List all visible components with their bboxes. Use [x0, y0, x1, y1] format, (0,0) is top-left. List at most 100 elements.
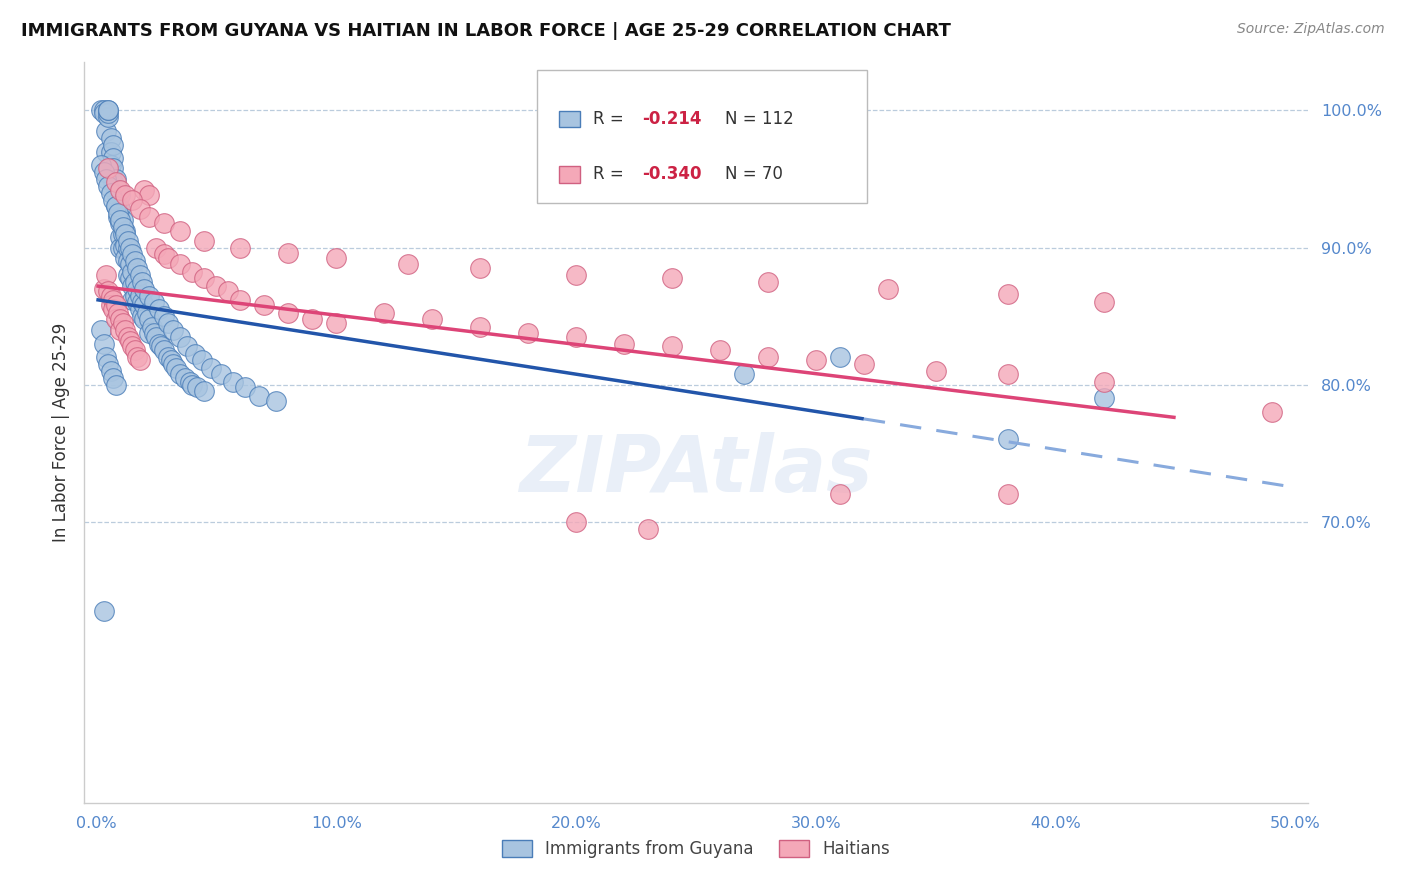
- Point: [1260, 405, 1282, 419]
- Point: [396, 257, 419, 271]
- Point: [107, 306, 129, 320]
- Point: [191, 353, 214, 368]
- Point: [209, 367, 232, 381]
- FancyBboxPatch shape: [560, 166, 581, 183]
- Point: [118, 240, 141, 255]
- Point: [135, 306, 157, 320]
- Point: [121, 293, 143, 307]
- Point: [94, 124, 117, 138]
- Point: [222, 375, 245, 389]
- Point: [93, 336, 115, 351]
- Point: [134, 311, 156, 326]
- Point: [138, 188, 160, 202]
- Point: [565, 329, 588, 343]
- Point: [90, 158, 112, 172]
- Point: [193, 270, 215, 285]
- Point: [169, 224, 191, 238]
- Point: [110, 213, 132, 227]
- Point: [94, 172, 117, 186]
- Point: [97, 178, 120, 193]
- Point: [131, 309, 153, 323]
- Point: [117, 329, 139, 343]
- Point: [277, 306, 299, 320]
- Point: [101, 137, 124, 152]
- Point: [152, 247, 174, 261]
- Point: [111, 219, 134, 234]
- Point: [1092, 295, 1115, 310]
- Text: Source: ZipAtlas.com: Source: ZipAtlas.com: [1237, 22, 1385, 37]
- Y-axis label: In Labor Force | Age 25-29: In Labor Force | Age 25-29: [52, 323, 70, 542]
- Point: [97, 106, 120, 120]
- Point: [127, 350, 149, 364]
- Point: [110, 188, 132, 202]
- Point: [193, 234, 215, 248]
- Point: [93, 604, 115, 618]
- Point: [804, 353, 827, 368]
- Point: [114, 188, 136, 202]
- Point: [756, 275, 779, 289]
- Point: [131, 275, 153, 289]
- Point: [217, 285, 239, 299]
- Point: [229, 240, 252, 255]
- Point: [613, 336, 636, 351]
- Point: [565, 515, 588, 529]
- Point: [756, 350, 779, 364]
- Point: [104, 199, 127, 213]
- Point: [186, 380, 208, 394]
- Point: [183, 347, 205, 361]
- Point: [565, 268, 588, 282]
- Point: [925, 364, 948, 378]
- Point: [200, 361, 222, 376]
- Point: [121, 265, 143, 279]
- Text: -0.340: -0.340: [641, 165, 702, 184]
- Point: [104, 311, 127, 326]
- Legend: Immigrants from Guyana, Haitians: Immigrants from Guyana, Haitians: [495, 833, 897, 865]
- Point: [142, 326, 165, 340]
- Point: [141, 320, 163, 334]
- Point: [114, 227, 136, 241]
- Text: R =: R =: [593, 110, 628, 128]
- Point: [97, 161, 120, 175]
- Point: [100, 288, 122, 302]
- Point: [517, 326, 540, 340]
- Text: -0.214: -0.214: [641, 110, 702, 128]
- Point: [127, 261, 149, 276]
- Point: [107, 211, 129, 225]
- Point: [468, 320, 491, 334]
- Point: [121, 247, 143, 261]
- Point: [118, 257, 141, 271]
- Point: [110, 183, 132, 197]
- Point: [709, 343, 731, 358]
- Point: [134, 282, 156, 296]
- Point: [229, 293, 252, 307]
- Point: [101, 193, 124, 207]
- Point: [997, 287, 1019, 301]
- Point: [93, 103, 115, 118]
- Point: [134, 183, 156, 197]
- Point: [107, 183, 129, 197]
- Point: [997, 433, 1019, 447]
- Point: [157, 316, 180, 330]
- Point: [111, 316, 134, 330]
- Point: [205, 279, 228, 293]
- Text: R =: R =: [593, 165, 628, 184]
- FancyBboxPatch shape: [537, 70, 868, 203]
- Point: [101, 371, 124, 385]
- Point: [661, 270, 683, 285]
- Point: [148, 336, 170, 351]
- Point: [852, 357, 875, 371]
- Point: [169, 329, 191, 343]
- Point: [111, 240, 134, 255]
- Point: [93, 282, 115, 296]
- Point: [145, 329, 167, 343]
- Point: [661, 339, 683, 353]
- Point: [104, 175, 127, 189]
- Point: [121, 339, 143, 353]
- Point: [100, 158, 122, 172]
- Point: [325, 252, 347, 266]
- Point: [145, 240, 167, 255]
- Point: [169, 367, 191, 381]
- Point: [101, 293, 124, 307]
- Point: [157, 252, 180, 266]
- Point: [301, 311, 323, 326]
